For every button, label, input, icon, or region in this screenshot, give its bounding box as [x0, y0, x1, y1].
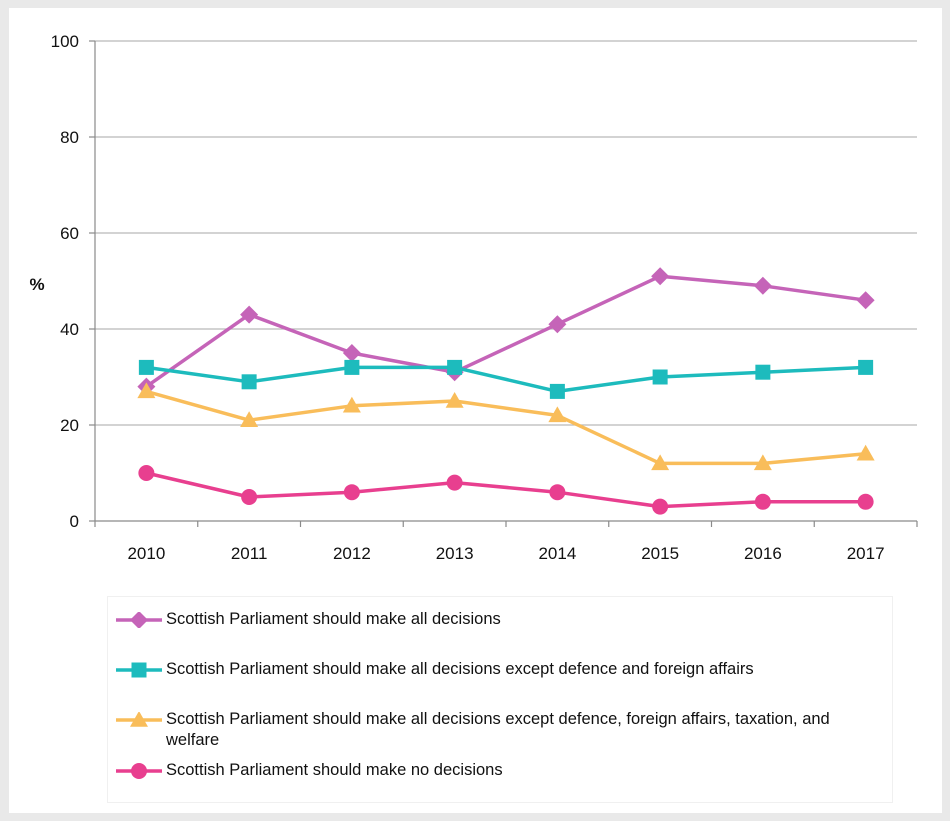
data-point-circle	[343, 484, 360, 501]
data-point-triangle	[651, 454, 670, 471]
data-point-diamond	[753, 276, 772, 295]
x-tick-label: 2016	[744, 544, 782, 563]
x-tick-labels: 2010 2011 2012 2013 2014 2015 2016 2017	[127, 544, 884, 563]
series-line	[145, 389, 866, 466]
x-tick-label: 2010	[127, 544, 165, 563]
legend-swatch	[116, 763, 162, 779]
data-point-triangle	[342, 396, 361, 413]
legend-marker	[130, 612, 148, 628]
data-point-square	[652, 369, 668, 385]
legend-label: Scottish Parliament should make no decis…	[166, 761, 503, 779]
data-point-triangle	[856, 444, 875, 461]
legend-swatch	[116, 712, 162, 727]
data-point-diamond	[342, 344, 361, 362]
gridlines	[95, 40, 917, 426]
data-point-circle	[446, 474, 463, 491]
data-point-diamond	[548, 315, 567, 334]
data-point-circle	[652, 498, 669, 515]
legend-label: Scottish Parliament should make all deci…	[166, 710, 830, 749]
data-point-circle	[241, 489, 258, 505]
y-tick-label: 40	[60, 320, 79, 339]
data-point-circle	[138, 465, 155, 481]
y-tick-labels: 0 20 40 60 80 100	[51, 32, 79, 531]
series-line	[146, 365, 866, 394]
data-point-diamond	[240, 305, 259, 324]
series-circle	[138, 465, 874, 515]
data-point-square	[447, 359, 463, 375]
data-point-triangle	[445, 392, 464, 408]
data-point-square	[241, 374, 257, 390]
data-point-triangle	[753, 454, 772, 471]
axes	[89, 40, 918, 527]
y-tick-label: 20	[60, 416, 79, 435]
x-tick-label: 2014	[538, 544, 576, 563]
x-tick-label: 2015	[641, 544, 679, 563]
data-point-triangle	[137, 382, 156, 399]
legend-label: Scottish Parliament should make all deci…	[166, 610, 501, 628]
series-line	[145, 471, 866, 509]
y-axis-label: %	[29, 275, 44, 294]
y-tick-label: 100	[51, 32, 79, 51]
x-tick-label: 2017	[847, 544, 885, 563]
legend-swatch	[116, 612, 162, 628]
data-point-circle	[754, 493, 771, 510]
x-tick-label: 2013	[436, 544, 474, 563]
data-point-circle	[857, 493, 874, 510]
data-point-square	[755, 364, 771, 380]
data-point-diamond	[856, 291, 875, 310]
data-point-square	[858, 359, 874, 375]
data-point-square	[138, 359, 154, 375]
x-tick-label: 2012	[333, 544, 371, 563]
chart-frame: 0 20 40 60 80 100 2010 2011 2012 2013 2014 2015 201…	[9, 8, 942, 813]
y-tick-label: 80	[60, 128, 79, 147]
y-tick-label: 60	[60, 224, 79, 243]
y-tick-label: 0	[70, 512, 79, 531]
x-tick-label: 2011	[231, 544, 268, 563]
series-line	[145, 274, 866, 389]
legend-label: Scottish Parliament should make all deci…	[166, 660, 754, 678]
series-triangle	[137, 382, 875, 471]
data-point-triangle	[240, 411, 259, 427]
data-point-square	[344, 359, 360, 375]
legend-swatch	[116, 662, 162, 678]
data-point-triangle	[548, 406, 567, 423]
legend: Scottish Parliament should make all deci…	[107, 596, 893, 803]
data-point-circle	[549, 484, 566, 501]
series-square	[138, 359, 874, 399]
data-point-square	[549, 383, 565, 399]
data-point-diamond	[651, 267, 670, 286]
legend-marker	[130, 712, 148, 727]
legend-marker	[131, 763, 147, 779]
legend-marker	[131, 662, 147, 678]
series-group	[137, 267, 875, 515]
